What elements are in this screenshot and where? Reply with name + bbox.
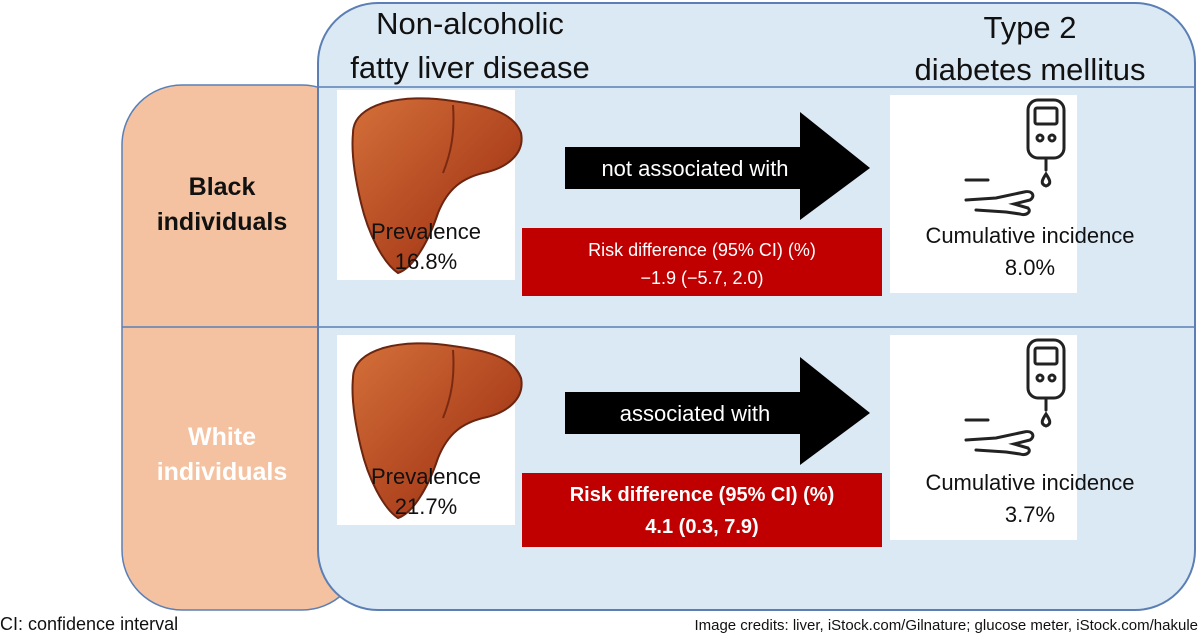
group-label: individuals xyxy=(157,458,288,486)
arrow xyxy=(565,112,870,220)
risk-box xyxy=(522,473,882,547)
arrow-label: not associated with xyxy=(601,156,788,181)
header-right: diabetes mellitus xyxy=(915,52,1146,87)
incidence-label: Cumulative incidence xyxy=(925,223,1134,248)
incidence-label: Cumulative incidence xyxy=(925,470,1134,495)
incidence-card xyxy=(890,95,1077,293)
arrow xyxy=(565,357,870,465)
arrow-label: associated with xyxy=(620,401,770,426)
header-left: Non-alcoholic xyxy=(376,6,564,41)
risk-title: Risk difference (95% CI) (%) xyxy=(588,240,816,260)
prevalence: 16.8% xyxy=(395,249,457,274)
risk-value: −1.9 (−5.7, 2.0) xyxy=(640,268,763,288)
header-right: Type 2 xyxy=(983,10,1076,45)
group-label: individuals xyxy=(157,208,288,236)
header-left: fatty liver disease xyxy=(350,50,590,85)
risk-title: Risk difference (95% CI) (%) xyxy=(570,484,835,506)
group-label: Black xyxy=(189,173,256,201)
prevalence-label: Prevalence xyxy=(371,464,481,489)
footnote: CI: confidence interval xyxy=(0,614,178,634)
group-label: White xyxy=(188,423,256,451)
incidence: 8.0% xyxy=(1005,255,1055,280)
credits: Image credits: liver, iStock.com/Gilnatu… xyxy=(694,617,1198,634)
incidence: 3.7% xyxy=(1005,502,1055,527)
risk-value: 4.1 (0.3, 7.9) xyxy=(645,516,758,538)
prevalence: 21.7% xyxy=(395,494,457,519)
prevalence-label: Prevalence xyxy=(371,219,481,244)
risk-box xyxy=(522,228,882,296)
